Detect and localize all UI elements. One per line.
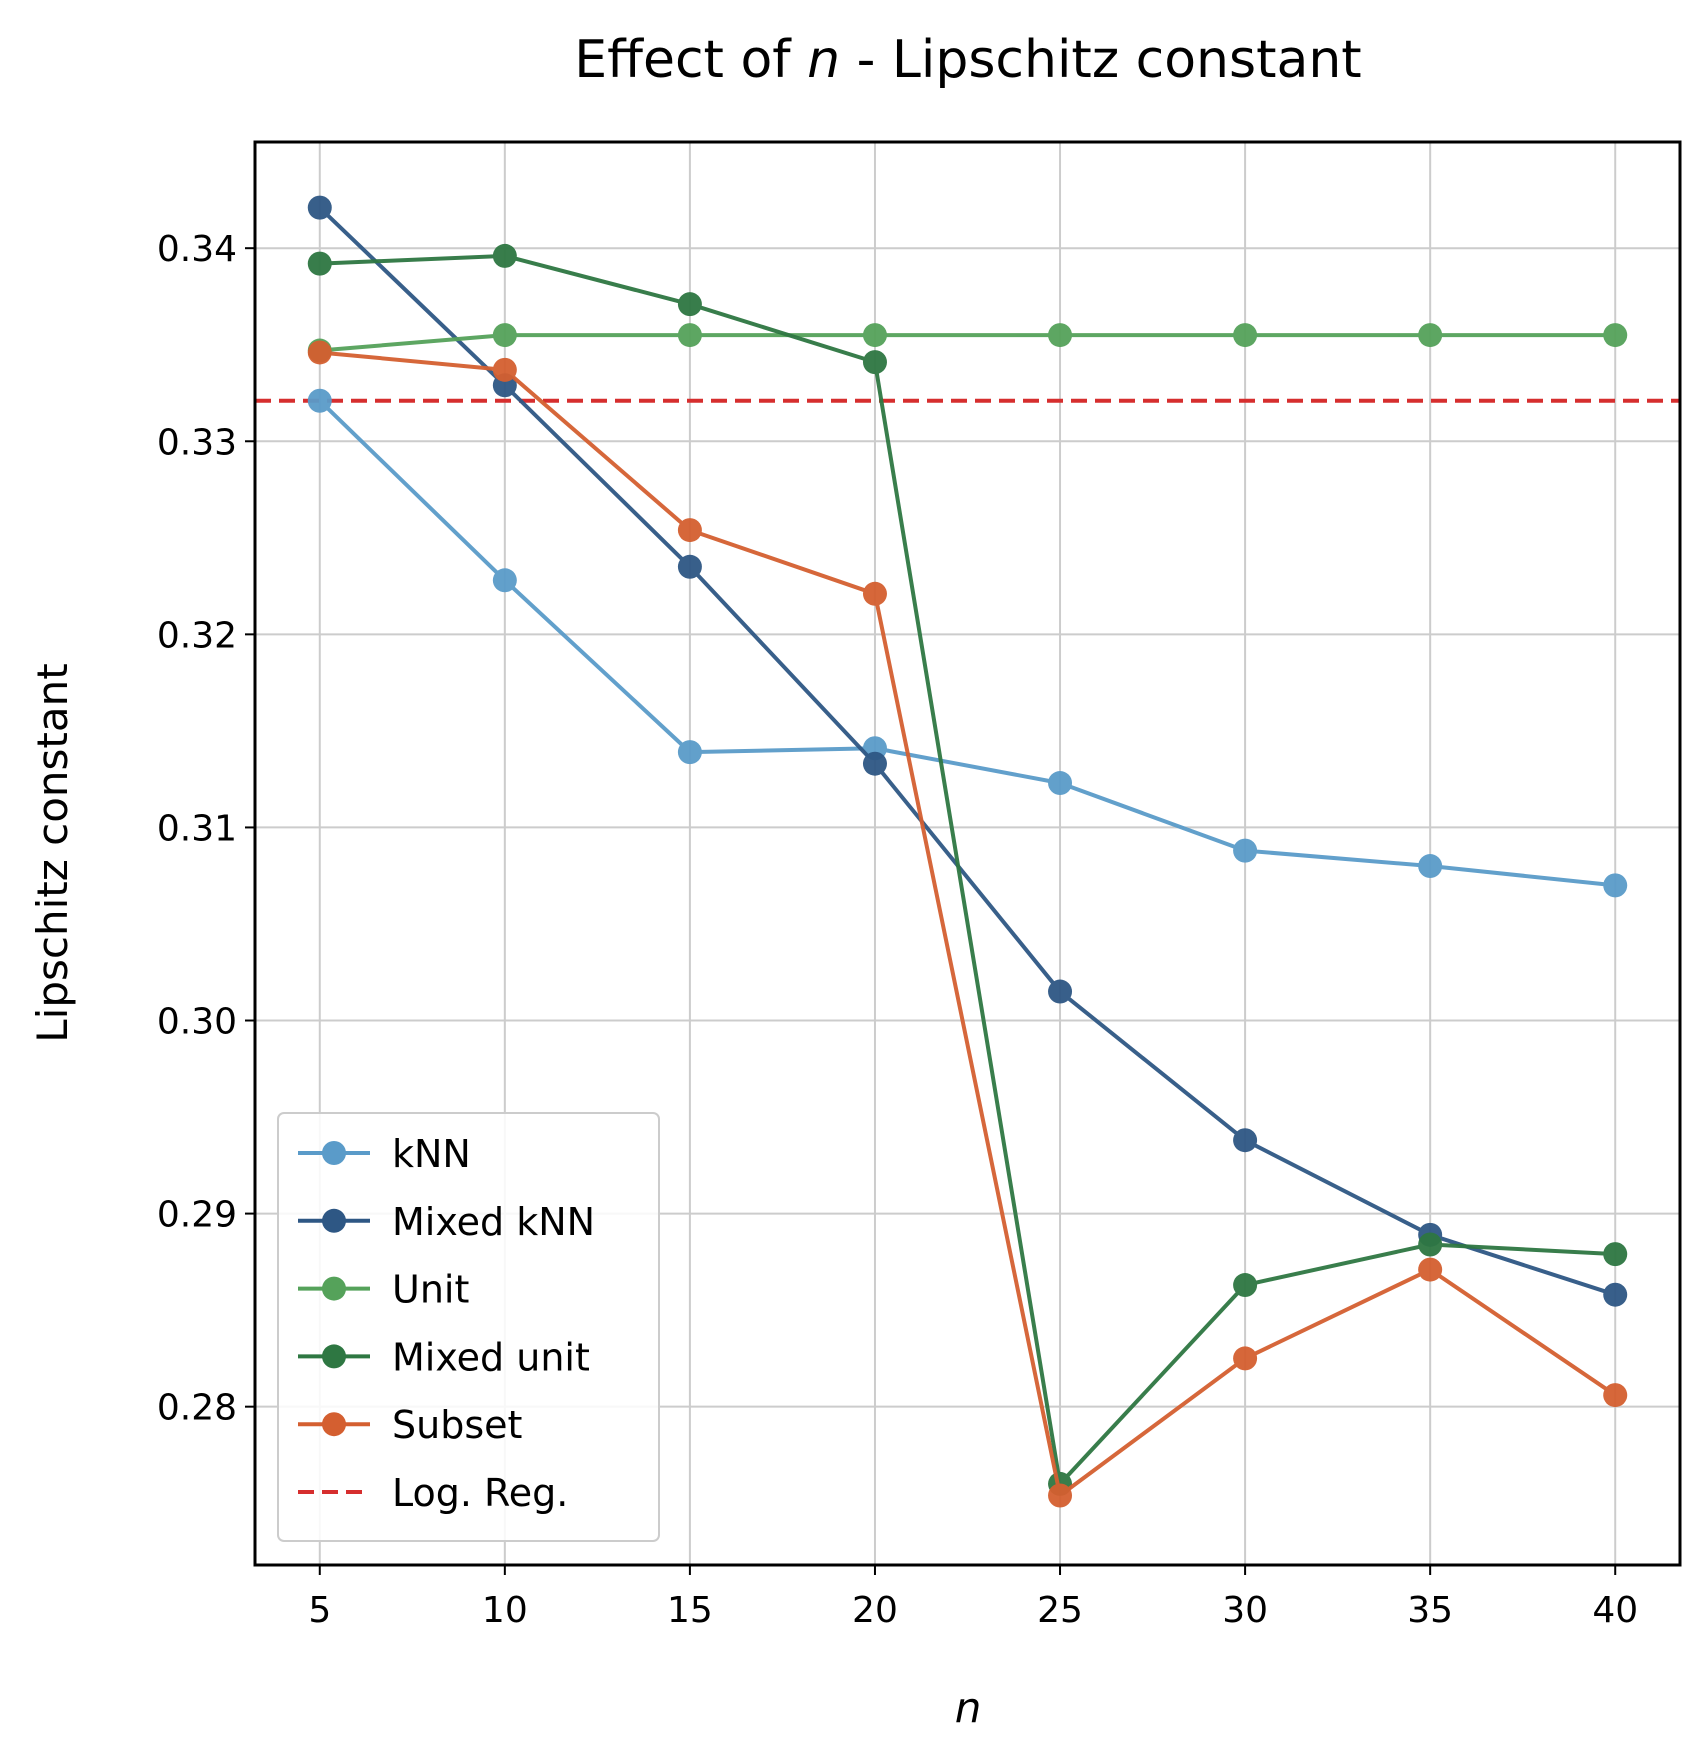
data-point-mixed-knn bbox=[1048, 979, 1073, 1004]
x-tick-label: 30 bbox=[1222, 1590, 1268, 1631]
x-tick-label: 5 bbox=[308, 1590, 331, 1631]
legend-marker-subset bbox=[322, 1412, 346, 1437]
legend-label-mixed-unit: Mixed unit bbox=[392, 1335, 590, 1379]
legend-marker-mixed-knn bbox=[322, 1208, 346, 1233]
data-point-mixed-unit bbox=[1418, 1232, 1443, 1257]
data-point-mixed-unit bbox=[1603, 1242, 1628, 1267]
legend-marker-mixed-unit bbox=[322, 1344, 346, 1369]
data-point-mixed-knn bbox=[677, 554, 702, 579]
x-ticks: 5 10 15 20 25 30 35 40 bbox=[308, 1565, 1638, 1631]
legend-label-subset: Subset bbox=[392, 1403, 522, 1447]
data-point-mixed-unit bbox=[677, 292, 702, 317]
y-tick-label: 0.29 bbox=[157, 1195, 237, 1236]
y-tick-label: 0.33 bbox=[157, 422, 237, 463]
legend-box bbox=[277, 1112, 660, 1542]
x-axis-label: n bbox=[955, 1683, 982, 1732]
x-tick-label: 10 bbox=[482, 1590, 528, 1631]
data-point-knn bbox=[492, 568, 517, 593]
data-point-subset bbox=[307, 340, 332, 365]
y-tick-label: 0.30 bbox=[157, 1002, 237, 1043]
data-point-subset bbox=[1233, 1346, 1258, 1371]
x-tick-label: 35 bbox=[1407, 1590, 1453, 1631]
data-point-knn bbox=[307, 388, 332, 413]
series-line-mixed-knn bbox=[318, 206, 1616, 1297]
y-ticks: 0.28 0.29 0.30 0.31 0.32 0.33 0.34 bbox=[157, 229, 255, 1429]
chart-title: Effect of n - Lipschitz constant bbox=[574, 30, 1361, 90]
legend-label-knn: kNN bbox=[392, 1132, 471, 1176]
data-point-subset bbox=[1418, 1257, 1443, 1282]
legend: kNN Mixed kNN Unit Mixed unit Subset Log. Reg… bbox=[277, 1112, 660, 1542]
data-point-unit bbox=[1233, 323, 1258, 348]
data-point-knn bbox=[1603, 873, 1628, 898]
data-point-mixed-knn bbox=[307, 195, 332, 220]
data-point-knn bbox=[1048, 771, 1073, 796]
x-tick-label: 20 bbox=[852, 1590, 898, 1631]
legend-marker-knn bbox=[322, 1141, 346, 1165]
data-point-mixed-unit bbox=[862, 350, 887, 375]
y-tick-label: 0.34 bbox=[157, 229, 237, 270]
data-point-mixed-knn bbox=[862, 751, 887, 776]
data-point-unit bbox=[1048, 323, 1073, 348]
x-tick-label: 15 bbox=[667, 1590, 713, 1631]
series-subset bbox=[307, 340, 1628, 1508]
x-tick-label: 40 bbox=[1592, 1590, 1638, 1631]
legend-label-log-reg-: Log. Reg. bbox=[392, 1471, 568, 1515]
data-point-subset bbox=[862, 581, 887, 606]
data-point-knn bbox=[677, 740, 702, 765]
data-point-mixed-unit bbox=[492, 243, 517, 268]
data-point-unit bbox=[677, 323, 702, 348]
data-point-subset bbox=[1048, 1483, 1073, 1508]
y-tick-label: 0.28 bbox=[157, 1388, 237, 1429]
data-point-mixed-unit bbox=[1233, 1273, 1258, 1298]
data-point-unit bbox=[492, 323, 517, 348]
data-point-subset bbox=[677, 518, 702, 543]
legend-label-mixed-knn: Mixed kNN bbox=[392, 1200, 595, 1244]
y-tick-label: 0.31 bbox=[157, 808, 237, 849]
plot-frame bbox=[253, 140, 1682, 1567]
series-group bbox=[307, 195, 1628, 1508]
data-point-mixed-knn bbox=[1603, 1282, 1628, 1307]
series-line-unit bbox=[319, 333, 1616, 353]
series-line-subset bbox=[319, 350, 1617, 1498]
series-line-mixed-unit bbox=[319, 253, 1616, 1486]
data-point-subset bbox=[492, 357, 517, 382]
data-point-knn bbox=[1418, 854, 1443, 879]
y-tick-label: 0.32 bbox=[157, 615, 237, 656]
data-point-unit bbox=[1418, 323, 1443, 348]
legend-label-unit: Unit bbox=[392, 1268, 469, 1312]
legend-marker-unit bbox=[322, 1276, 346, 1301]
data-point-mixed-unit bbox=[307, 251, 332, 276]
series-mixed-unit bbox=[307, 243, 1628, 1496]
y-axis-label: Lipschitz constant bbox=[28, 663, 77, 1042]
data-point-subset bbox=[1603, 1383, 1628, 1408]
data-point-unit bbox=[1603, 323, 1628, 348]
x-tick-label: 25 bbox=[1037, 1590, 1083, 1631]
data-point-unit bbox=[862, 323, 887, 348]
series-line-knn bbox=[318, 399, 1616, 888]
data-point-mixed-knn bbox=[1233, 1128, 1258, 1153]
data-point-knn bbox=[1233, 838, 1258, 863]
